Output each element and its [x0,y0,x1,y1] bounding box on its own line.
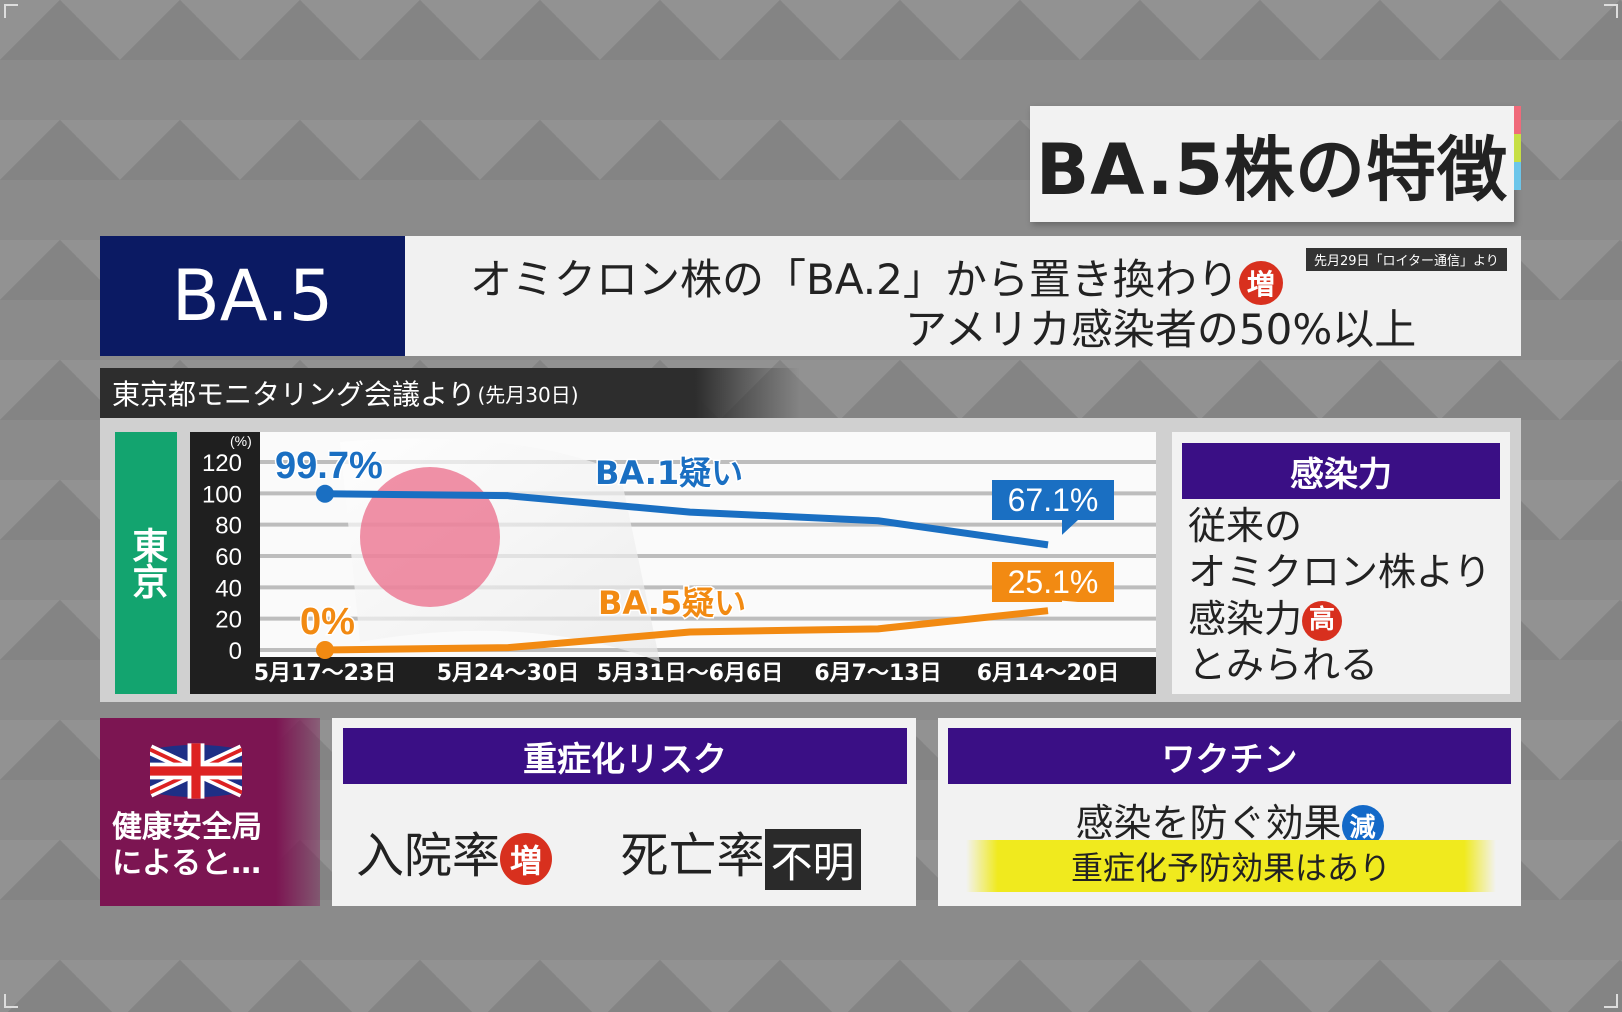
x-axis-ticks: 5月17～23日 5月24～30日 5月31日～6月6日 6月7～13日 6月14～20… [254,661,1120,686]
vaccine-title: ワクチン [948,728,1511,784]
ba5-label: BA.5 [100,236,405,356]
y-tick-label: 20 [215,607,242,634]
x-tick-label: 6月7～13日 [814,661,941,686]
mortality-unknown-tag: 不明 [764,828,861,890]
monitoring-header: 東京都モニタリング会議より (先月30日) [100,368,800,418]
data-point [316,641,334,659]
x-tick-label: 5月24～30日 [437,661,580,686]
monitoring-title: 東京都モニタリング会議より [112,378,476,411]
replacement-text-label: オミクロン株の「BA.2」から置き換わり [470,255,1239,304]
source-tag: 先月29日「ロイター通信」より [1306,248,1507,271]
uk-agency-line-2: によると… [112,846,262,881]
infectivity-title: 感染力 [1182,443,1500,499]
y-tick-label: 0 [229,638,242,665]
title-box: BA.5株の特徴 [1030,106,1514,222]
title-stripes [1514,106,1521,190]
corner-mark-bottom-left [4,994,18,1008]
series-line [324,607,1049,654]
high-badge: 高 [1302,601,1343,642]
corner-mark-top-right [1604,4,1618,18]
severity-risk-text: 入院率増 死亡率 不明 [356,816,861,890]
y-axis-unit: (%) [230,433,252,449]
y-axis-ticks: 120 100 80 60 40 20 0 [202,450,242,665]
usa-share-text: アメリカ感染者の50%以上 [905,305,1417,354]
y-tick-label: 60 [215,544,242,571]
uk-agency-text: 健康安全局 によると… [112,810,262,882]
y-tick-label: 40 [215,575,242,602]
infectivity-line-3-text: 感染力 [1188,596,1303,641]
series-group [316,484,1049,659]
replacement-text: オミクロン株の「BA.2」から置き換わり増 [470,246,1283,307]
uk-flag-icon [150,743,242,799]
series-start-label: 0% [300,601,355,643]
series-end-callout [992,480,1114,535]
series-end-label: 67.1% [1008,482,1099,518]
japan-flag-sun [360,467,500,607]
monitoring-note: (先月30日) [477,382,579,407]
series-start-label: 99.7% [275,445,383,487]
infectivity-line-2: オミクロン株より [1188,550,1492,595]
hospitalization-label: 入院率 [356,828,501,884]
series-name-label: BA.1疑い [595,454,743,492]
data-labels: 99.7% BA.1疑い 67.1% 0% BA.5疑い 25.1% [274,443,1114,645]
vaccine-infection-effect: 感染を防ぐ効果減 [948,792,1511,847]
corner-mark-top-left [4,4,18,18]
vaccine-infection-effect-text: 感染を防ぐ効果 [1075,801,1342,845]
region-label: 東京 [115,432,177,694]
vaccine-severe-prevention: 重症化予防効果はあり [966,840,1496,892]
x-tick-label: 6月14～20日 [977,661,1120,686]
decrease-badge: 減 [1341,804,1384,847]
infectivity-text: 従来の オミクロン株より 感染力高 とみられる [1188,503,1491,688]
series-end-callout [992,562,1114,602]
infectivity-line-3: 感染力高 [1188,596,1491,642]
page-title: BA.5株の特徴 [1035,128,1509,211]
uk-agency-line-1: 健康安全局 [112,810,262,845]
y-tick-label: 120 [202,450,242,477]
hospitalization-increase-badge: 増 [500,833,553,885]
infectivity-line-4: とみられる [1188,643,1379,688]
series-end-label: 25.1% [1008,564,1099,600]
line-chart: 120 100 80 60 40 20 0 5月17～23日 5月24～30日 5月31日～6月… [190,432,1156,694]
corner-mark-bottom-right [1604,994,1618,1008]
x-tick-label: 5月31日～6月6日 [597,661,784,686]
series-line [324,490,1049,549]
series-name-label: BA.5疑い [598,584,746,622]
data-point [316,484,334,503]
line-chart-svg: 120 100 80 60 40 20 0 5月17～23日 5月24～30日 5月31日～6月… [190,432,1156,694]
mortality-label: 死亡率 [620,828,765,884]
region-label-text: 東京 [126,527,168,599]
y-tick-label: 80 [215,513,242,540]
x-tick-label: 5月17～23日 [254,661,397,686]
severity-risk-title: 重症化リスク [343,728,907,784]
infectivity-line-1: 従来の [1188,504,1303,548]
increase-badge: 増 [1238,260,1283,305]
y-tick-label: 100 [202,481,242,508]
